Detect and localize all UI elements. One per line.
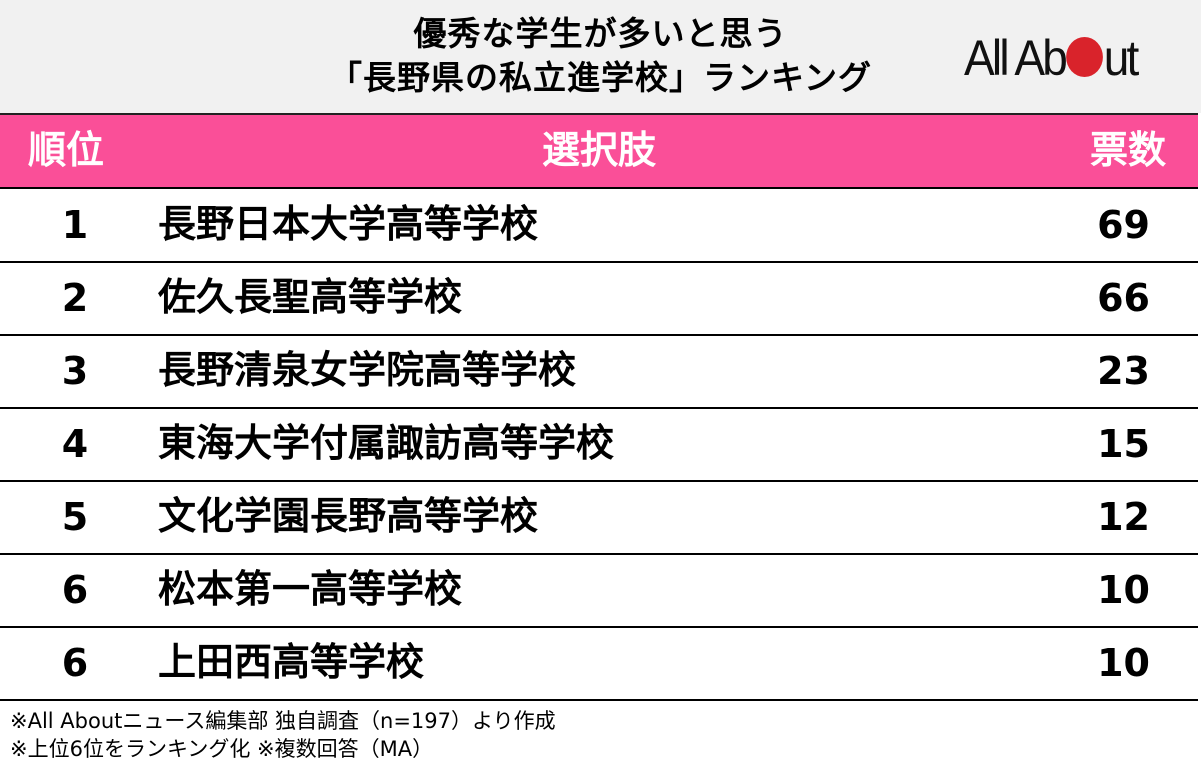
school-name-cell: 佐久長聖高等学校 [158,275,463,319]
votes-cell: 12 [1097,495,1150,539]
votes-cell: 66 [1097,276,1150,320]
school-name-cell: 上田西高等学校 [158,640,425,684]
votes-cell: 23 [1097,349,1150,393]
column-header-votes: 票数 [1089,128,1166,172]
title-banner: 優秀な学生が多いと思う 「長野県の私立進学校」ランキング All Ab ut [0,0,1201,113]
chart-title-line1: 優秀な学生が多いと思う [413,14,788,53]
column-header-choice: 選択肢 [541,128,656,172]
chart-title-line2: 「長野県の私立進学校」ランキング [328,58,872,97]
logo-text-end: ut [1103,30,1140,86]
logo-text-start: All Ab [964,30,1068,86]
rank-cell: 6 [61,568,89,612]
school-name-cell: 松本第一高等学校 [158,567,463,611]
logo-red-dot-icon [1065,37,1103,77]
footnote-source: ※All Aboutニュース編集部 独自調査（n=197）より作成 [10,709,556,733]
table-row: 2 佐久長聖高等学校 66 [0,262,1198,336]
school-name-cell: 長野清泉女学院高等学校 [158,348,577,392]
table-header: 選択肢 順位 票数 [0,113,1198,189]
votes-cell: 69 [1097,203,1150,247]
allabout-logo: All Ab ut [964,33,1166,83]
rank-cell: 2 [61,276,89,320]
rank-cell: 5 [61,495,89,539]
school-name-cell: 東海大学付属諏訪高等学校 [158,421,615,465]
rank-cell: 4 [61,422,89,466]
table-row: 1 長野日本大学高等学校 69 [0,189,1198,263]
school-name-cell: 文化学園長野高等学校 [158,494,539,538]
school-name-cell: 長野日本大学高等学校 [158,202,539,246]
votes-cell: 10 [1097,568,1150,612]
rank-cell: 1 [61,203,89,247]
table-row: 6 松本第一高等学校 10 [0,554,1198,628]
column-header-rank: 順位 [28,128,105,172]
table-row: 3 長野清泉女学院高等学校 23 [0,335,1198,409]
votes-cell: 10 [1097,641,1150,685]
table-row: 5 文化学園長野高等学校 12 [0,481,1198,555]
table-row: 4 東海大学付属諏訪高等学校 15 [0,408,1198,482]
table-row: 6 上田西高等学校 10 [0,627,1198,701]
rank-cell: 6 [61,641,89,685]
votes-cell: 15 [1097,422,1150,466]
footnote-method: ※上位6位をランキング化 ※複数回答（MA） [10,737,434,761]
rank-cell: 3 [61,349,89,393]
